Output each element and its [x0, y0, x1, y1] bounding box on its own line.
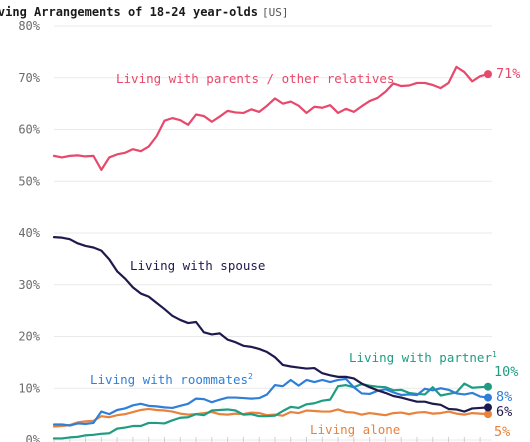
- series-line-4: [52, 407, 490, 428]
- y-tick-label: 80%: [18, 19, 40, 33]
- y-tick-label: 0%: [26, 433, 41, 442]
- series-end-point-4: [484, 410, 492, 419]
- gridlines: [53, 25, 492, 442]
- series-label-2: Living with roommates2: [90, 372, 253, 387]
- end-value-label-4: 5%: [494, 424, 510, 440]
- y-tick-label: 30%: [18, 278, 40, 292]
- series-end-point-1: [484, 403, 492, 412]
- series-labels: Living with parents / other relatives Liv…: [90, 66, 520, 440]
- chart-title: Living Arrangements of 18-24 year-olds: [0, 5, 258, 19]
- series-end-point-3: [484, 382, 492, 391]
- y-axis: 0% 10% 20% 30% 40% 50% 60% 70% 80%: [18, 19, 40, 442]
- end-value-label-3: 10%: [494, 364, 518, 380]
- y-tick-label: 40%: [18, 226, 40, 240]
- series-end-point-2: [484, 393, 492, 402]
- series-label-1: Living with spouse: [130, 258, 265, 273]
- y-tick-label: 70%: [18, 71, 40, 85]
- y-tick-label: 50%: [18, 174, 40, 188]
- series-label-3: Living with partner1: [349, 350, 497, 365]
- series-line-0: [52, 65, 490, 171]
- series-lines: [52, 65, 492, 440]
- end-value-label-1: 6%: [496, 404, 512, 420]
- y-tick-label: 60%: [18, 123, 40, 137]
- series-label-0: Living with parents / other relatives: [116, 71, 394, 86]
- end-value-label-0: 71%: [496, 66, 520, 82]
- y-tick-label: 10%: [18, 381, 40, 395]
- series-line-2: [52, 377, 490, 427]
- series-line-3: [52, 382, 490, 440]
- series-line-1: [52, 236, 490, 413]
- end-value-label-2: 8%: [496, 389, 512, 405]
- chart-subtitle: [US]: [262, 6, 289, 19]
- y-tick-label: 20%: [18, 330, 40, 344]
- series-end-point-0: [484, 70, 492, 79]
- series-label-4: Living alone: [310, 422, 400, 437]
